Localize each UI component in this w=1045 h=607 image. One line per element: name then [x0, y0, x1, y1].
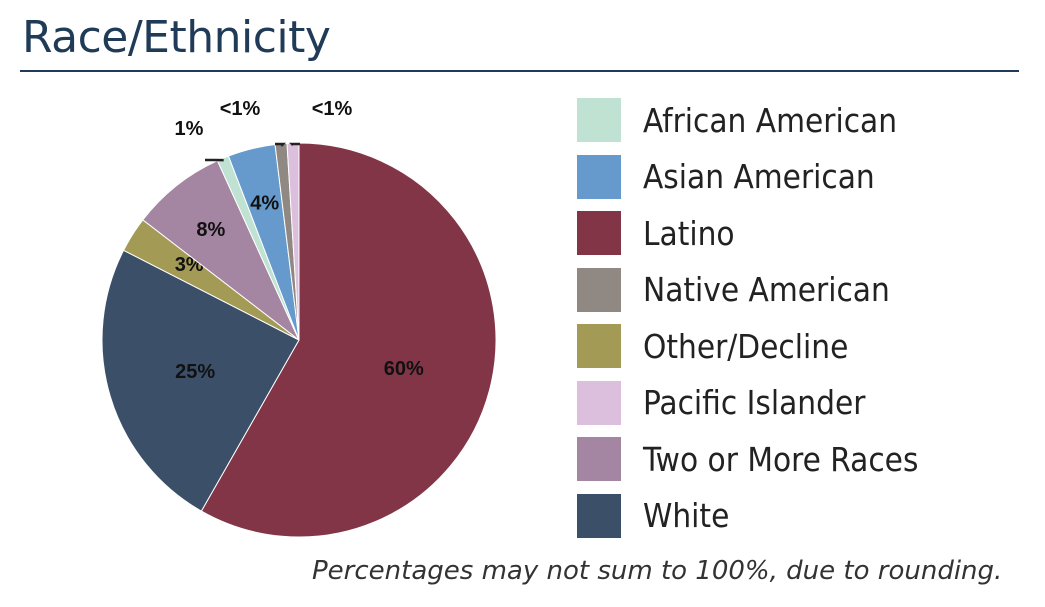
pie-slice-latino: [200, 142, 497, 538]
leader-line: [289, 142, 300, 146]
legend-item: Native American: [577, 262, 918, 319]
legend-label: Asian American: [643, 157, 875, 197]
slice-label: 1%: [175, 118, 204, 140]
legend-label: Pacific Islander: [643, 383, 866, 423]
legend-swatch: [577, 267, 621, 312]
legend-label: Two or More Races: [643, 439, 919, 479]
legend-swatch: [577, 437, 621, 482]
legend-label: Other/Decline: [643, 326, 849, 366]
pie-slice-two-or-more-races: [142, 160, 300, 341]
legend-swatch: [577, 154, 621, 199]
legend-item: Pacific Islander: [577, 375, 918, 432]
legend-item: Latino: [577, 205, 918, 262]
legend-item: Other/Decline: [577, 318, 918, 375]
legend-item: Two or More Races: [577, 431, 918, 488]
slice-label: <1%: [312, 98, 353, 120]
slice-label: 4%: [250, 192, 279, 214]
legend: African American Asian American Latino Nati…: [577, 92, 918, 544]
legend-swatch: [577, 380, 621, 425]
slice-label: 60%: [384, 358, 424, 380]
legend-label: Latino: [643, 213, 735, 253]
legend-swatch: [577, 211, 621, 256]
legend-item: White: [577, 488, 918, 545]
legend-item: African American: [577, 92, 918, 149]
slice-label: <1%: [220, 98, 261, 120]
legend-label: White: [643, 496, 730, 536]
slice-label: 8%: [196, 219, 225, 241]
chart-title: Race/Ethnicity: [22, 12, 331, 63]
legend-item: Asian American: [577, 149, 918, 206]
title-divider: [20, 70, 1019, 72]
pie-slice-white: [101, 249, 300, 512]
leader-line: [275, 142, 287, 147]
legend-swatch: [577, 493, 621, 538]
legend-label: Native American: [643, 270, 890, 310]
legend-swatch: [577, 324, 621, 369]
footnote: Percentages may not sum to 100%, due to …: [312, 556, 1003, 586]
legend-label: African American: [643, 100, 898, 140]
legend-swatch: [577, 98, 621, 143]
slice-label: 25%: [175, 361, 215, 383]
